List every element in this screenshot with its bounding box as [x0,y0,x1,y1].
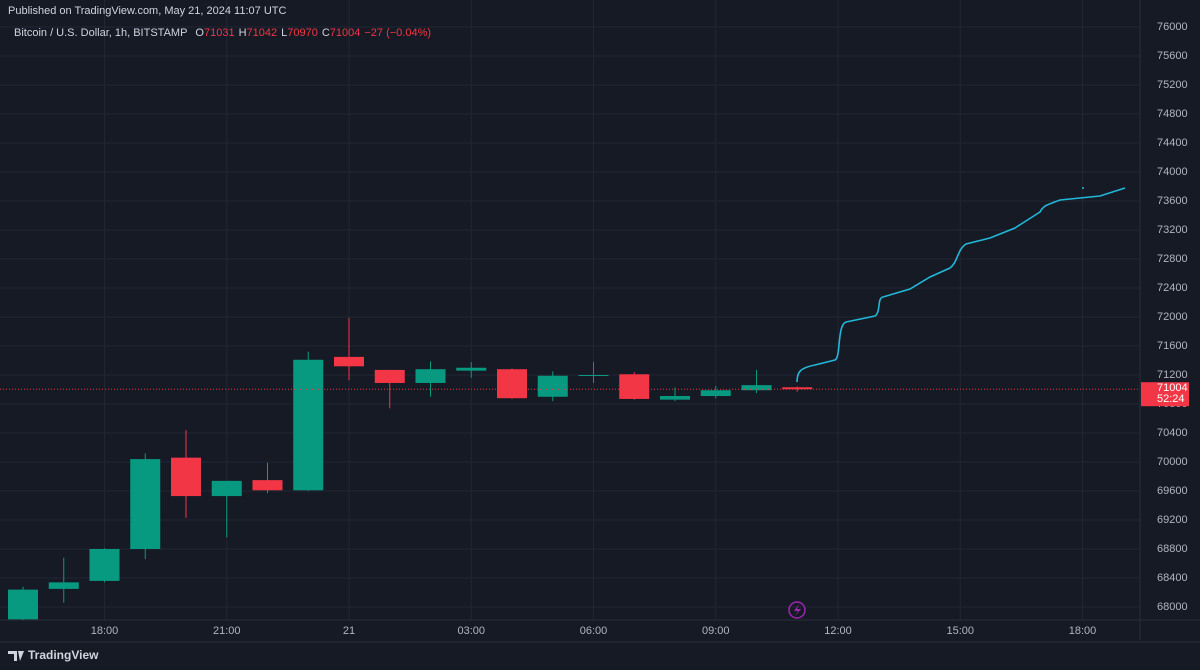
published: Published on TradingView.com, May 21, 20… [8,5,286,17]
candle-body [700,390,731,397]
y-tick-label: 75600 [1157,50,1188,62]
projection-dot [1082,187,1084,189]
y-tick-label: 69200 [1157,514,1188,526]
x-tick-label: 18:00 [1069,625,1097,637]
candle-body [171,457,201,497]
candle-body [782,387,813,390]
x-tick-label: 15:00 [946,625,974,637]
x-tick-label: 12:00 [824,625,852,637]
y-tick-label: 74800 [1157,108,1188,120]
candle-body [619,374,650,399]
candle-body [456,367,487,371]
candle-body [741,385,772,391]
y-tick-label: 72000 [1157,311,1188,323]
x-tick-label: 21 [343,625,355,637]
ohlc-value: 70970 [287,27,318,39]
candle-body [374,369,405,383]
candle-body [211,480,242,497]
symbol: Bitcoin / U.S. Dollar, 1h, BITSTAMP [14,27,187,39]
candle-body [293,359,324,491]
x-tick-label: 21:00 [213,625,241,637]
y-tick-label: 74000 [1157,166,1188,178]
candle-body [252,480,283,491]
candle-body [48,582,79,589]
ohlc-value: 71042 [247,27,278,39]
ohlc-key: C [322,27,330,39]
candle-body [497,369,527,399]
candle-body [89,549,120,581]
candle-body [660,396,690,400]
y-tick-label: 68400 [1157,572,1188,584]
y-tick-label: 70000 [1157,456,1188,468]
countdown-label: 52:24 [1157,393,1185,405]
x-tick-label: 06:00 [580,625,608,637]
ohlc-legend: O 71031 H 71042 L 70970 C 71004 −27 (−0.04%) [195,27,431,39]
x-tick-label: 09:00 [702,625,730,637]
y-tick-label: 73600 [1157,195,1188,207]
ohlc-key: L [281,27,287,39]
candle-body [415,369,446,383]
ohlc-value: 71004 [330,27,361,39]
y-tick-label: 73200 [1157,224,1188,236]
y-tick-label: 68800 [1157,543,1188,555]
ohlc-key: H [239,27,247,39]
logo [8,651,24,661]
candle-body [334,356,364,367]
ohlc-value: 71031 [204,27,235,39]
candle-body [130,459,161,549]
y-tick-label: 69600 [1157,485,1188,497]
x-tick-label: 03:00 [457,625,485,637]
y-tick-label: 68000 [1157,601,1188,613]
candle-body [578,375,609,376]
y-tick-label: 76000 [1157,21,1188,33]
y-tick-label: 71200 [1157,369,1188,381]
y-tick-label: 70400 [1157,427,1188,439]
last-price-box [1141,382,1189,407]
brand: TradingView [28,648,99,662]
y-tick-label: 72400 [1157,282,1188,294]
ohlc-key: O [195,27,204,39]
projection-drawing [796,187,1126,383]
candle-body [8,589,38,620]
y-tick-label: 75200 [1157,79,1188,91]
y-tick-label: 72800 [1157,253,1188,265]
last-price-label: 71004 [1157,382,1188,394]
bolt [794,604,801,616]
ohlc-change: −27 (−0.04%) [364,27,431,39]
x-tick-label: 18:00 [91,625,119,637]
y-tick-label: 74400 [1157,137,1188,149]
event-icon[interactable] [788,601,806,619]
y-tick-label: 71600 [1157,340,1188,352]
candle-body [537,375,568,397]
